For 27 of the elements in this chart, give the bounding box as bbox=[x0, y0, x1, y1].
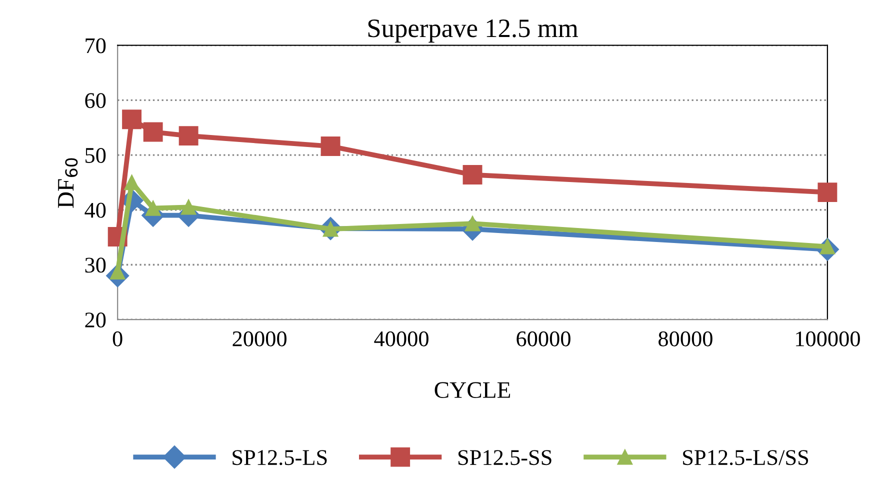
point bbox=[320, 136, 340, 156]
legend-label: SP12.5-LS/SS bbox=[683, 450, 808, 466]
y-tick-label: 70 bbox=[86, 38, 106, 54]
y-tick-label: 20 bbox=[85, 312, 106, 328]
point bbox=[143, 122, 163, 142]
x-tick-label: 20000 bbox=[232, 331, 286, 346]
x-tick-label: 0 bbox=[112, 331, 122, 346]
point bbox=[818, 182, 838, 202]
point bbox=[180, 200, 196, 215]
chart-title: Superpave 12.5 mm bbox=[368, 20, 578, 43]
x-tick-label: 40000 bbox=[374, 331, 428, 346]
y-tick-label: 40 bbox=[84, 202, 106, 218]
x-tick-label: 80000 bbox=[658, 331, 712, 346]
x-tick-label: 60000 bbox=[516, 331, 570, 346]
point bbox=[178, 126, 198, 146]
point bbox=[124, 174, 140, 190]
legend-label: SP12.5-LS bbox=[232, 450, 327, 466]
y-axis-title: DF$_{60}$ bbox=[58, 158, 78, 208]
y-tick-label: 50 bbox=[86, 148, 106, 163]
legend-label: SP12.5-SS bbox=[458, 450, 552, 466]
point bbox=[145, 200, 161, 216]
y-tick-label: 60 bbox=[85, 93, 106, 108]
point bbox=[462, 165, 482, 184]
point bbox=[122, 110, 142, 130]
x-axis-title: CYCLE bbox=[434, 382, 510, 398]
y-tick-label: 30 bbox=[85, 258, 106, 273]
x-tick-label: 100000 bbox=[796, 331, 860, 346]
